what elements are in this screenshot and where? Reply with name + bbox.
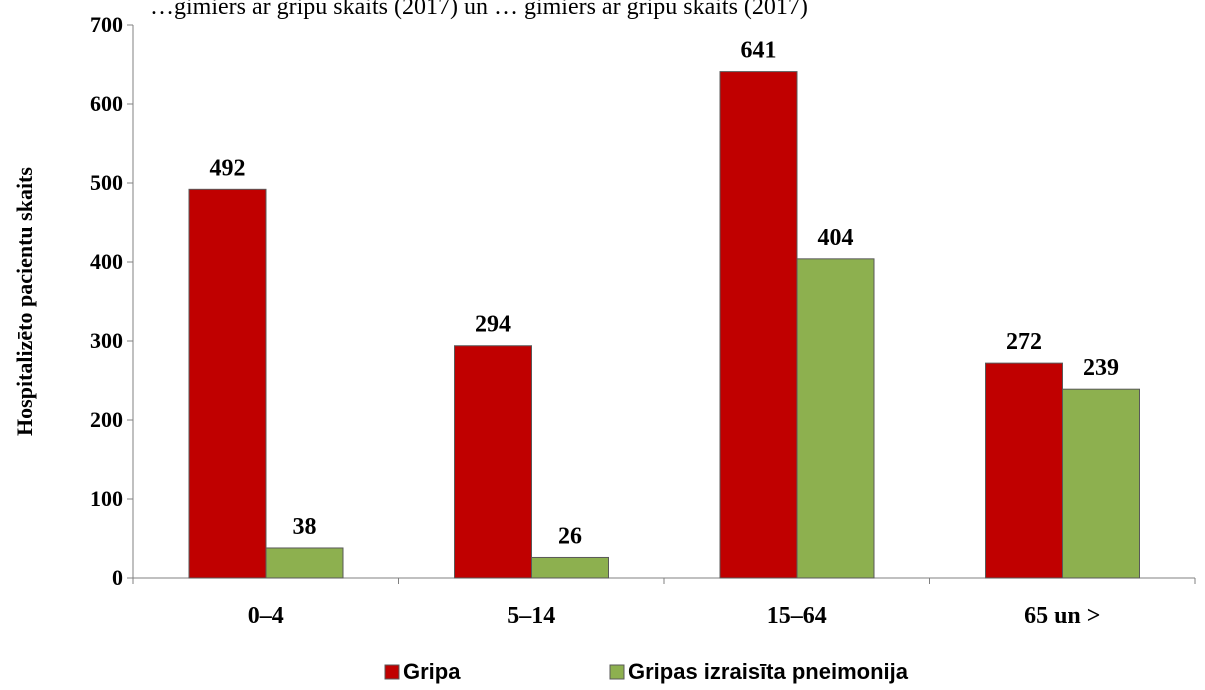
data-label: 492 xyxy=(210,155,246,181)
bar-gripas-pneimonija xyxy=(1062,388,1140,579)
bar-gripa xyxy=(719,71,798,579)
y-axis-title: Hospitalizēto pacientu skaits xyxy=(12,167,37,436)
legend: Gripa Gripas izraisīta pneimonija xyxy=(384,659,909,684)
y-tick-label: 200 xyxy=(90,407,123,432)
bar-gripas-pneimonija xyxy=(531,556,609,579)
x-category-label: 0–4 xyxy=(248,603,284,629)
y-tick-label: 500 xyxy=(90,170,123,195)
y-tick-label: 100 xyxy=(90,486,123,511)
bars xyxy=(188,71,1140,579)
y-tick-label: 600 xyxy=(90,91,123,116)
data-labels: 492 294 641 272 38 26 404 239 xyxy=(210,38,1120,550)
data-label: 38 xyxy=(293,514,317,540)
y-tick-label: 0 xyxy=(112,565,123,590)
data-label: 272 xyxy=(1006,329,1042,355)
cropped-header-text: …gimiers ar gripu skaits (2017) un … gim… xyxy=(150,0,808,20)
data-label: 294 xyxy=(475,312,511,338)
legend-swatch xyxy=(609,664,625,680)
legend-swatch xyxy=(384,664,400,680)
y-axis-ticks: 0 100 200 300 400 500 600 700 xyxy=(90,12,133,590)
legend-label: Gripa xyxy=(403,659,461,684)
x-category-label: 65 un > xyxy=(1024,603,1100,629)
x-category-label: 15–64 xyxy=(767,603,827,629)
bar-gripas-pneimonija xyxy=(796,258,875,579)
bar-gripa xyxy=(454,345,532,579)
legend-label: Gripas izraisīta pneimonija xyxy=(628,659,909,684)
bar-gripa xyxy=(188,188,267,579)
data-label: 641 xyxy=(741,38,777,64)
data-label: 239 xyxy=(1083,355,1119,381)
data-label: 26 xyxy=(558,523,582,549)
x-axis-ticks: 0–4 5–14 15–64 65 un > xyxy=(132,578,1196,629)
y-tick-label: 400 xyxy=(90,249,123,274)
data-label: 404 xyxy=(818,225,854,251)
y-tick-label: 700 xyxy=(90,12,123,37)
bar-gripas-pneimonija xyxy=(265,547,344,579)
bar-gripa xyxy=(985,362,1063,579)
x-category-label: 5–14 xyxy=(507,603,555,629)
y-axis-title-group: Hospitalizēto pacientu skaits xyxy=(12,167,37,436)
y-tick-label: 300 xyxy=(90,328,123,353)
